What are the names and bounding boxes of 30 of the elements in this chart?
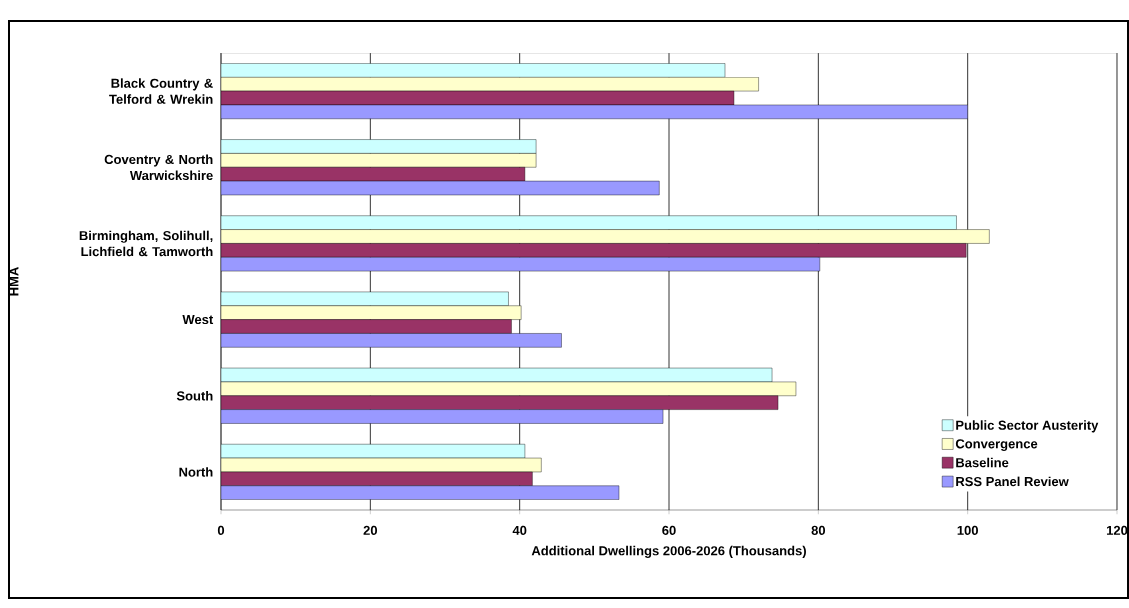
x-axis-title: Additional Dwellings 2006-2026 (Thousands): [531, 545, 806, 558]
x-tick-label: 40: [512, 525, 527, 535]
legend-label: Baseline: [956, 457, 1009, 468]
y-tick-label: Black Country & Telford & Wrekin: [109, 78, 213, 104]
bar: [221, 153, 537, 168]
x-tick-label: 60: [662, 525, 676, 535]
bar: [221, 63, 726, 78]
legend-label: Public Sector Austerity: [956, 420, 1099, 433]
y-tick-label: North: [179, 467, 213, 477]
bar: [221, 395, 779, 410]
x-tick-label: 0: [217, 525, 225, 535]
x-tick-label: 120: [1106, 525, 1128, 535]
legend-label: Convergence: [955, 439, 1038, 451]
y-tick-label: South: [176, 390, 213, 401]
bar: [221, 409, 664, 424]
bar: [221, 333, 562, 348]
bar: [221, 243, 967, 258]
y-tick-label: West: [182, 315, 214, 325]
bar: [221, 229, 990, 244]
bar: [221, 485, 620, 500]
bar: [221, 305, 522, 320]
x-tick-label: 80: [811, 525, 826, 535]
bar: [221, 319, 512, 334]
legend-label: RSS Panel Review: [956, 476, 1069, 487]
bar: [221, 139, 537, 154]
y-tick-label: Coventry & North Warwickshire: [104, 154, 213, 181]
bar: [221, 215, 957, 230]
x-tick-label: 20: [363, 525, 378, 535]
x-tick-label: 100: [957, 525, 978, 535]
y-tick-label: Birmingham, Solihull, Lichfield & Tamworth: [79, 230, 213, 257]
